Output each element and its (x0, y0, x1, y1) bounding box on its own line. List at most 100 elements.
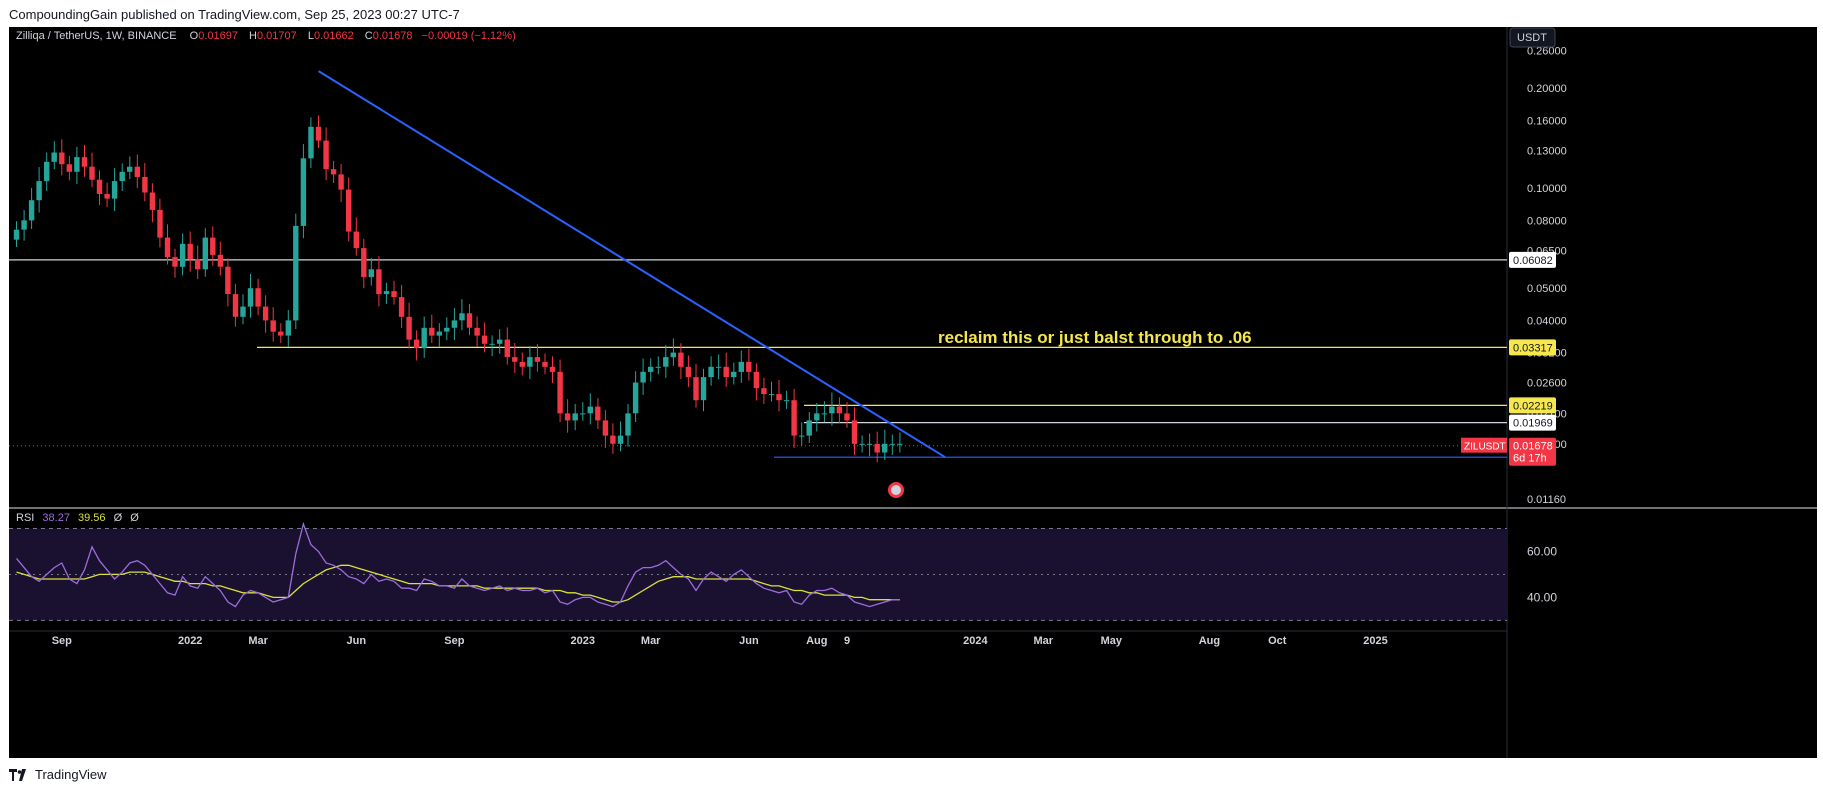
time-tick-label: Oct (1268, 635, 1287, 647)
candle-body (353, 231, 359, 249)
candle-body (51, 152, 57, 162)
tag-0-03317-bg (1509, 339, 1556, 356)
close-label: C (365, 30, 373, 42)
candle-body (285, 320, 291, 336)
candle-body (648, 366, 654, 372)
candle-body (897, 443, 903, 445)
candle-body (217, 254, 224, 267)
candle-body (557, 371, 563, 414)
candle-body (21, 220, 27, 230)
candle-body (134, 166, 140, 177)
candle-body (806, 420, 812, 436)
candle-body (685, 366, 692, 378)
candle-body (549, 366, 556, 372)
candle-body (74, 157, 80, 172)
rsi-legend-value: 38.27 (42, 512, 70, 524)
candle-body (829, 406, 835, 414)
candle-body (436, 331, 442, 336)
candle-body (663, 357, 669, 367)
footer[interactable]: TradingView (9, 767, 107, 782)
candle-body (323, 140, 329, 170)
candle-body (715, 366, 722, 368)
candle-body (142, 177, 148, 193)
time-tick-label: Mar (1034, 635, 1054, 647)
candle-body (429, 327, 435, 336)
candle-body (361, 248, 367, 278)
candle-body (882, 443, 888, 453)
candle-body (625, 413, 631, 436)
time-tick-label: Jun (347, 635, 367, 647)
candle-body (791, 400, 797, 436)
close-value: 0.01678 (373, 30, 413, 42)
candle-body (670, 352, 676, 358)
candle-body (874, 443, 880, 453)
candle-body (534, 357, 541, 362)
price-tick-label: 0.08000 (1527, 215, 1567, 227)
candle-body (708, 366, 714, 378)
currency-button[interactable]: USDT (1509, 27, 1556, 48)
candle-body (738, 361, 744, 372)
candle-body (368, 269, 374, 278)
time-axis[interactable]: Sep 2022 Mar Jun Sep 2023 Mar Jun Aug 9 2024 Mar May… (52, 635, 1388, 647)
candle-body (859, 443, 865, 445)
candle-body (278, 331, 284, 336)
candle-body (746, 361, 752, 372)
price-tick-label: 0.13000 (1527, 145, 1567, 157)
candle-body (376, 269, 382, 295)
candle-body (104, 194, 110, 199)
candlesticks (13, 115, 903, 463)
candle-body (821, 413, 827, 415)
candle-body (81, 157, 88, 167)
candle-body (247, 288, 254, 307)
candle-body (851, 420, 858, 444)
footer-brand: TradingView (35, 767, 107, 782)
rsi-pane[interactable]: 60.00 40.00 RSI 38.27 39.56 Ø Ø (9, 512, 1557, 621)
candle-body (519, 361, 525, 367)
candle-body (66, 164, 72, 172)
annotation-text[interactable]: reclaim this or just balst through to .0… (938, 328, 1252, 347)
candle-body (497, 339, 503, 344)
tradingview-logo-icon (9, 768, 26, 781)
candle-body (889, 443, 895, 445)
symbol-name: Zilliqa / TetherUS, 1W, BINANCE (16, 30, 177, 42)
flag-icon (891, 485, 901, 495)
high-value: 0.01707 (257, 30, 297, 42)
candle-body (398, 297, 405, 317)
time-tick-label: Mar (248, 635, 268, 647)
rsi-ma-legend-value: 39.56 (78, 512, 106, 524)
candle-body (783, 400, 790, 402)
candle-body (844, 413, 850, 421)
candle-body (36, 181, 42, 201)
candle-body (338, 174, 344, 190)
candle-body (13, 229, 20, 240)
candle-body (504, 339, 510, 358)
price-tick-label: 0.04000 (1527, 315, 1567, 327)
last-price-tag: 0.01678 (1513, 441, 1553, 453)
symbol-legend[interactable]: Zilliqa / TetherUS, 1W, BINANCE O0.01697… (16, 30, 516, 42)
event-marker[interactable] (888, 482, 904, 498)
chart-frame[interactable]: 60.00 40.00 RSI 38.27 39.56 Ø Ø 0.26000 0… (9, 27, 1817, 758)
candle-body (172, 257, 178, 267)
candle-body (444, 327, 450, 332)
chart-svg[interactable]: 60.00 40.00 RSI 38.27 39.56 Ø Ø 0.26000 0… (9, 27, 1817, 758)
candle-body (700, 377, 707, 401)
candle-body (300, 158, 307, 226)
candle-body (542, 361, 548, 367)
tag-0-06082-bg (1509, 251, 1556, 268)
candle-body (330, 169, 337, 175)
candle-body (489, 343, 495, 345)
candle-body (693, 377, 699, 401)
tag-0-02219-bg (1509, 397, 1556, 414)
candle-body (346, 189, 352, 232)
low-value: 0.01662 (314, 30, 354, 42)
rsi-legend-null-2: Ø (130, 512, 139, 524)
candle-body (308, 126, 314, 159)
price-tick-label: 0.05000 (1527, 283, 1567, 295)
rsi-legend[interactable]: RSI 38.27 39.56 Ø Ø (16, 512, 139, 524)
tag-0-01969-bg (1509, 414, 1556, 431)
price-tick-label: 0.26000 (1527, 45, 1567, 57)
downtrend-line[interactable] (317, 70, 946, 459)
candle-body (149, 192, 156, 210)
candle-body (768, 394, 775, 396)
time-tick-label: 2025 (1363, 635, 1387, 647)
